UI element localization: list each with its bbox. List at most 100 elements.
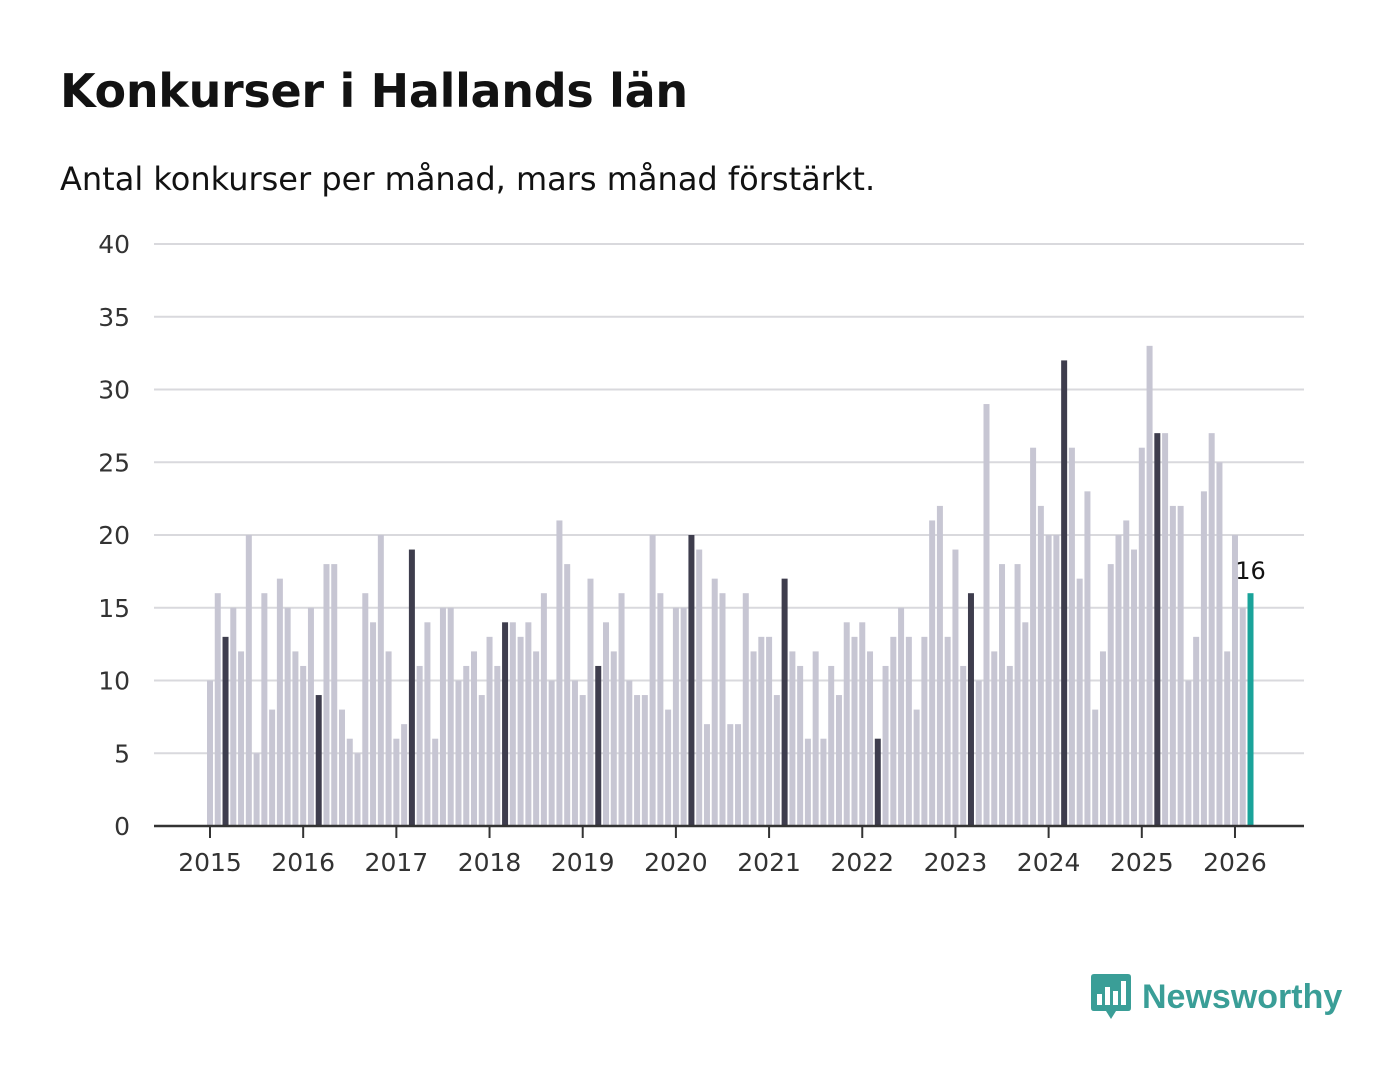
bar xyxy=(393,738,400,826)
bar xyxy=(269,709,276,826)
bar xyxy=(905,636,912,826)
bar xyxy=(828,665,835,826)
y-tick-label: 25 xyxy=(98,448,130,477)
bar xyxy=(1200,491,1207,826)
grid-layer xyxy=(154,243,1304,755)
bar xyxy=(455,680,462,826)
bar xyxy=(525,622,532,826)
bar-march xyxy=(1154,433,1161,826)
bar xyxy=(1107,564,1114,826)
bar xyxy=(843,622,850,826)
bar xyxy=(758,636,765,826)
bar xyxy=(960,665,967,826)
bar xyxy=(626,680,633,826)
bar xyxy=(1239,607,1246,826)
bar xyxy=(618,593,625,826)
x-tick-label: 2021 xyxy=(737,848,801,877)
bar-march xyxy=(874,738,881,826)
bar xyxy=(300,665,307,826)
bar xyxy=(1053,535,1060,826)
bar-march xyxy=(688,535,695,826)
bar xyxy=(1022,622,1029,826)
bar xyxy=(1006,665,1013,826)
x-tick-label: 2017 xyxy=(365,848,429,877)
y-tick-label: 0 xyxy=(114,812,130,841)
bar xyxy=(331,564,338,826)
bar xyxy=(463,665,470,826)
bar xyxy=(339,709,345,826)
x-tick-label: 2019 xyxy=(551,848,615,877)
bar xyxy=(719,593,726,826)
bar xyxy=(354,753,361,826)
bar-march xyxy=(1061,360,1068,826)
bar xyxy=(439,607,446,826)
bar xyxy=(1177,505,1184,826)
bar xyxy=(680,607,687,826)
y-tick-label: 10 xyxy=(98,667,130,696)
bar xyxy=(284,607,291,826)
bar xyxy=(804,738,811,826)
bar xyxy=(1193,636,1200,826)
bar xyxy=(323,564,330,826)
brand-name: Newsworthy xyxy=(1142,977,1343,1016)
bar xyxy=(975,680,982,826)
bar xyxy=(789,651,796,826)
bar xyxy=(735,724,742,826)
bar xyxy=(1014,564,1021,826)
bar-march xyxy=(408,549,415,826)
bar-march xyxy=(502,622,509,826)
bar xyxy=(494,665,501,826)
bar xyxy=(207,680,213,826)
bar xyxy=(882,665,889,826)
bar xyxy=(773,695,780,826)
bar xyxy=(1224,651,1231,826)
newsworthy-logo: Newsworthy xyxy=(1090,972,1342,1022)
bar xyxy=(230,607,237,826)
bar xyxy=(991,651,998,826)
bar xyxy=(641,695,648,826)
bar xyxy=(983,404,990,826)
bar xyxy=(797,665,804,826)
x-tick-label: 2018 xyxy=(458,848,522,877)
bar xyxy=(478,695,485,826)
bar xyxy=(564,564,571,826)
bar xyxy=(898,607,905,826)
y-tick-label: 5 xyxy=(114,739,130,768)
bar xyxy=(1208,433,1215,826)
bar xyxy=(432,738,439,826)
bar xyxy=(859,622,866,826)
bar xyxy=(820,738,827,826)
bar xyxy=(835,695,842,826)
y-tick-label: 40 xyxy=(98,230,130,259)
bar xyxy=(276,578,283,826)
bar xyxy=(1231,535,1238,826)
bar xyxy=(1092,709,1099,826)
bar xyxy=(245,535,252,826)
bar xyxy=(921,636,928,826)
bar xyxy=(517,636,524,826)
bar xyxy=(890,636,897,826)
latest-value-label: 16 xyxy=(1235,557,1266,585)
x-tick-label: 2024 xyxy=(1017,848,1081,877)
bar xyxy=(370,622,377,826)
bar xyxy=(424,622,431,826)
bar xyxy=(634,695,641,826)
bar xyxy=(401,724,408,826)
bar xyxy=(812,651,819,826)
x-tick-label: 2026 xyxy=(1203,848,1267,877)
bar xyxy=(665,709,672,826)
bar xyxy=(952,549,959,826)
x-tick-label: 2015 xyxy=(178,848,242,877)
bar xyxy=(649,535,656,826)
bar xyxy=(571,680,578,826)
bar xyxy=(1076,578,1083,826)
bar xyxy=(1030,447,1037,826)
bar xyxy=(307,607,314,826)
bar xyxy=(672,607,679,826)
bar xyxy=(1185,680,1192,826)
bar xyxy=(1037,505,1044,826)
bar-chart-speech-bubble-icon xyxy=(1091,974,1131,1019)
bar xyxy=(742,593,749,826)
bar xyxy=(587,578,594,826)
